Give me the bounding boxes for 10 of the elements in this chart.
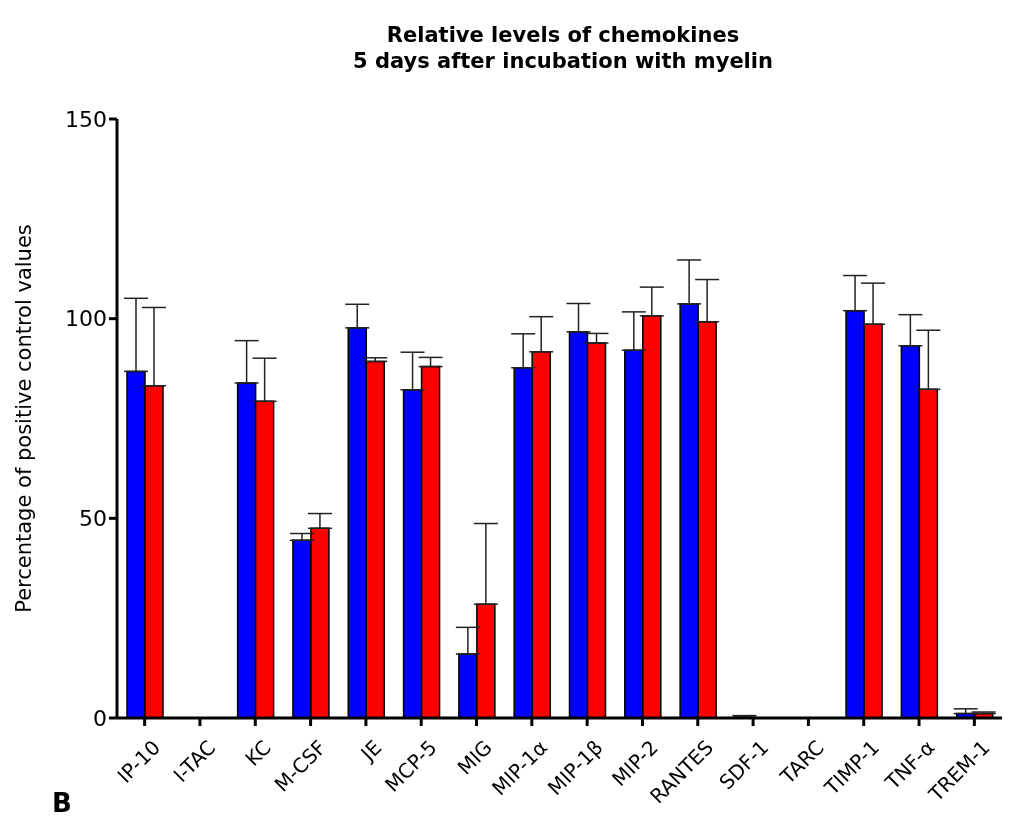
y-tick-label: 150 <box>65 106 107 132</box>
y-tick-label: 50 <box>79 506 107 532</box>
x-tick-label: KC <box>240 735 276 771</box>
y-axis-title: Percentage of positive control values <box>12 224 37 613</box>
y-tick-label: 0 <box>93 705 107 731</box>
x-tick-label: MIG <box>452 735 497 780</box>
x-tick-label: JE <box>354 735 387 767</box>
text: B <box>52 788 72 818</box>
chart-title: Relative levels of chemokines 5 days after incubation with myelin <box>352 22 774 74</box>
y-tick-label: 100 <box>65 306 107 332</box>
